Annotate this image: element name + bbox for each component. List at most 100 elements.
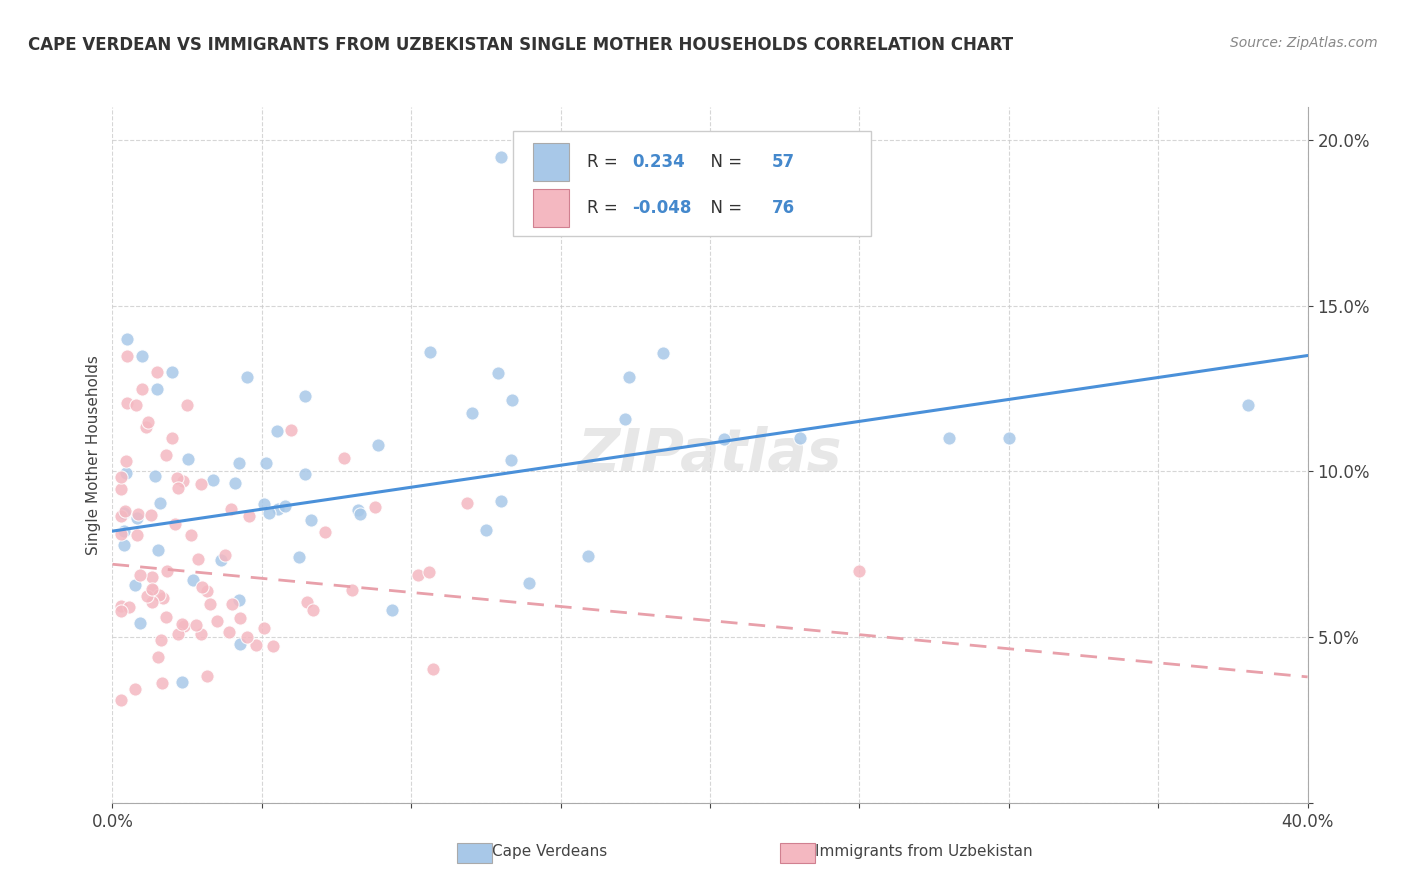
Point — [205, 614, 228, 628]
Point — [759, 183, 782, 197]
Point — [141, 595, 163, 609]
Point — [789, 431, 811, 445]
Point — [156, 564, 179, 578]
Text: 0.234: 0.234 — [633, 153, 685, 171]
Point — [617, 370, 640, 384]
Point — [131, 382, 153, 396]
Point — [141, 582, 163, 596]
Point — [422, 662, 444, 676]
Point — [176, 398, 198, 412]
Point — [576, 549, 599, 563]
Point — [167, 481, 190, 495]
Point — [419, 345, 441, 359]
Point — [124, 578, 146, 592]
Point — [252, 497, 274, 511]
Point — [501, 452, 523, 467]
Text: Cape Verdeans: Cape Verdeans — [492, 845, 607, 859]
Point — [190, 626, 212, 640]
Point — [848, 564, 870, 578]
Point — [228, 592, 250, 607]
Point — [342, 583, 364, 598]
Text: R =: R = — [586, 199, 623, 217]
Point — [117, 349, 139, 363]
Point — [170, 674, 193, 689]
Point — [191, 581, 214, 595]
Text: 76: 76 — [772, 199, 796, 217]
Point — [332, 451, 354, 466]
Point — [1237, 398, 1260, 412]
Point — [142, 583, 165, 598]
Point — [127, 507, 149, 521]
Point — [110, 692, 132, 706]
Point — [110, 470, 132, 484]
Point — [280, 423, 302, 437]
Point — [367, 438, 389, 452]
Point — [294, 467, 316, 481]
Point — [110, 604, 132, 618]
Point — [221, 597, 243, 611]
Point — [187, 551, 209, 566]
Point — [195, 584, 218, 599]
Bar — [533, 143, 569, 181]
Text: N =: N = — [700, 153, 748, 171]
Point — [998, 431, 1021, 445]
Point — [115, 453, 138, 467]
Point — [228, 456, 250, 470]
Point — [713, 432, 735, 446]
Point — [180, 527, 202, 541]
Point — [299, 513, 322, 527]
Point — [456, 496, 478, 510]
Point — [347, 503, 370, 517]
Point — [114, 538, 135, 552]
Text: R =: R = — [586, 153, 623, 171]
Point — [314, 524, 336, 539]
Bar — [533, 189, 569, 227]
Point — [139, 508, 162, 523]
Point — [219, 502, 242, 516]
Point — [114, 506, 135, 520]
Point — [652, 346, 675, 360]
Point — [125, 511, 148, 525]
Point — [115, 467, 138, 481]
Point — [117, 332, 139, 346]
Point — [110, 599, 132, 613]
Text: ZIPatlas: ZIPatlas — [578, 426, 842, 483]
Point — [486, 366, 509, 380]
Point — [146, 382, 169, 396]
Point — [224, 476, 246, 491]
Point — [131, 349, 153, 363]
Point — [125, 528, 148, 542]
Point — [294, 389, 316, 403]
Point — [148, 589, 170, 603]
Point — [162, 365, 183, 379]
Point — [138, 415, 160, 429]
Point — [148, 496, 170, 510]
Text: N =: N = — [700, 199, 748, 217]
Point — [938, 431, 960, 445]
Point — [236, 370, 259, 384]
Text: CAPE VERDEAN VS IMMIGRANTS FROM UZBEKISTAN SINGLE MOTHER HOUSEHOLDS CORRELATION : CAPE VERDEAN VS IMMIGRANTS FROM UZBEKIST… — [28, 36, 1014, 54]
Point — [170, 617, 193, 632]
Text: 57: 57 — [772, 153, 796, 171]
Point — [266, 425, 288, 439]
Text: Immigrants from Uzbekistan: Immigrants from Uzbekistan — [815, 845, 1033, 859]
Point — [128, 615, 150, 630]
Point — [238, 508, 260, 523]
Point — [110, 482, 132, 496]
Point — [460, 406, 482, 420]
Point — [489, 493, 512, 508]
Point — [190, 476, 212, 491]
Point — [150, 632, 173, 647]
Point — [183, 574, 205, 588]
Point — [266, 502, 288, 516]
Point — [257, 506, 280, 520]
Point — [155, 610, 177, 624]
Point — [146, 365, 169, 379]
Point — [200, 597, 222, 611]
Point — [517, 576, 540, 591]
Point — [381, 603, 404, 617]
Point — [408, 567, 430, 582]
Point — [124, 681, 146, 696]
Point — [195, 669, 218, 683]
Point — [229, 610, 252, 624]
